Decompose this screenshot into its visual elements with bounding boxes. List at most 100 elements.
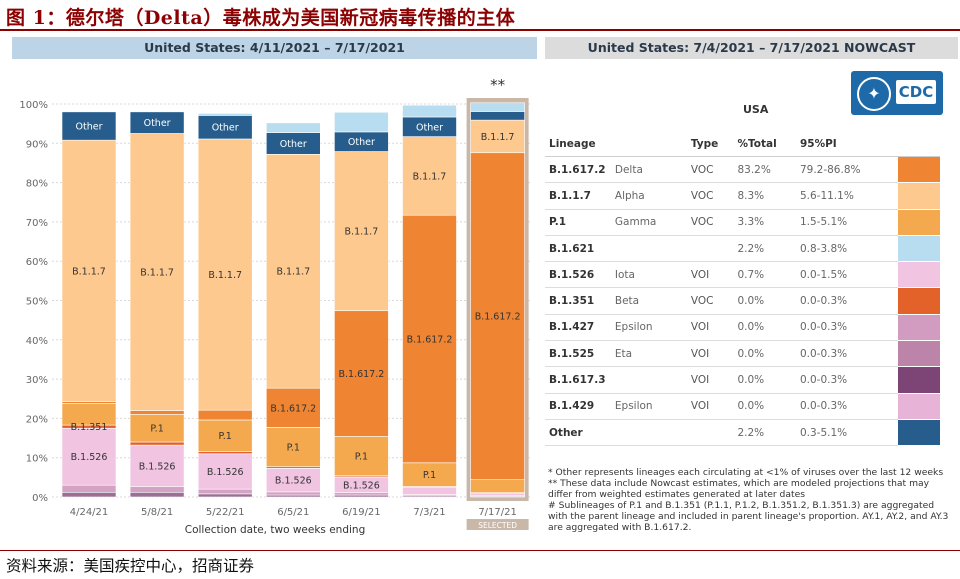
footnotes: * Other represents lineages each circula… — [548, 467, 956, 533]
lineage-cell: B.1.617.3 — [545, 366, 615, 394]
bar-segment — [470, 479, 525, 493]
x-tick-label: 5/22/21 — [206, 507, 245, 518]
interval-cell: 0.0-0.3% — [795, 393, 898, 420]
color-swatch — [897, 314, 940, 342]
segment-label: Other — [416, 122, 443, 133]
table-row: B.1.525 Eta VOI 0.0% 0.0-0.3% — [545, 340, 940, 368]
selected-tag — [466, 519, 529, 530]
total-cell: 0.0% — [733, 314, 796, 342]
y-axis-ticks: 0% 10% 20% 30% 40% 50% 60% 70% 80% 90% 100% — [19, 100, 48, 504]
bar-segment — [402, 486, 457, 495]
table-row: B.1.621 2.2% 0.8-3.8% — [545, 235, 940, 263]
region-label: USA — [743, 103, 769, 116]
interval-cell: 79.2-86.8% — [795, 156, 898, 184]
y-tick-label: 20% — [26, 414, 48, 425]
type-cell: VOC — [686, 182, 734, 210]
interval-cell: 0.0-0.3% — [795, 340, 898, 368]
color-swatch — [897, 340, 940, 368]
total-cell: 8.3% — [733, 182, 796, 210]
segment-label: B.1.1.7 — [481, 132, 515, 143]
bar-segment — [197, 488, 253, 495]
bar-segment — [470, 102, 525, 112]
table-header-row: Lineage Type %Total 95%PI — [545, 131, 940, 157]
total-cell: 2.2% — [733, 419, 796, 447]
bar-segment — [61, 111, 117, 141]
bar-segment — [470, 111, 525, 121]
bar-segment — [129, 441, 185, 446]
variant-name-cell — [614, 366, 687, 394]
table-row: B.1.1.7 Alpha VOC 8.3% 5.6-11.1% — [545, 182, 940, 210]
segment-label: Other — [144, 118, 171, 129]
variant-name-cell: Delta — [614, 156, 687, 184]
y-tick-label: 40% — [26, 336, 48, 347]
table-row: B.1.427 Epsilon VOI 0.0% 0.0-0.3% — [545, 314, 940, 342]
table-row: B.1.351 Beta VOC 0.0% 0.0-0.3% — [545, 287, 940, 315]
segment-label: B.1.1.7 — [72, 266, 106, 277]
segment-label: P.1 — [150, 424, 163, 435]
y-tick-label: 80% — [26, 179, 48, 190]
type-cell: VOI — [686, 366, 734, 394]
interval-cell: 1.5-5.1% — [795, 209, 898, 236]
bar-segment — [129, 444, 185, 487]
color-swatch — [897, 182, 940, 210]
bar-segment — [129, 133, 185, 411]
segment-label: B.1.617.2 — [475, 312, 521, 323]
header-type: Type — [686, 131, 734, 157]
interval-cell: 0.0-0.3% — [795, 366, 898, 394]
bar-segment — [402, 136, 457, 216]
interval-cell: 0.0-0.3% — [795, 287, 898, 315]
lineage-cell: B.1.621 — [545, 235, 615, 263]
variant-name-cell — [614, 419, 687, 447]
type-cell: VOI — [686, 261, 734, 289]
figure-title: 图 1：德尔塔（Delta）毒株成为美国新冠病毒传播的主体 — [6, 7, 516, 29]
lineage-cell: B.1.429 — [545, 393, 615, 420]
bar-segment — [402, 214, 457, 464]
table-row: Other 2.2% 0.3-5.1% — [545, 419, 940, 447]
segment-label: Other — [348, 137, 375, 148]
x-tick-label: 4/24/21 — [70, 507, 109, 518]
y-tick-label: 0% — [32, 493, 48, 504]
bar-segment — [402, 104, 457, 118]
table-row: B.1.617.3 VOI 0.0% 0.0-0.3% — [545, 366, 940, 394]
header-lineage: Lineage — [545, 131, 687, 157]
segment-label: B.1.1.7 — [208, 270, 242, 281]
segment-label: Other — [212, 123, 239, 134]
segment-label: B.1.1.7 — [140, 268, 174, 279]
bar-segment — [334, 111, 389, 133]
variant-name-cell: Gamma — [614, 209, 687, 236]
bar-segment — [129, 414, 185, 443]
bar-segment — [334, 310, 389, 437]
total-cell: 0.7% — [733, 261, 796, 289]
left-panel-header: United States: 4/11/2021 – 7/17/2021 — [12, 37, 537, 59]
lineage-cell: B.1.351 — [545, 287, 615, 315]
x-axis-title: Collection date, two weeks ending — [185, 524, 366, 536]
segment-label: Other — [76, 122, 103, 133]
bar-segment — [197, 409, 253, 421]
type-cell: VOC — [686, 156, 734, 184]
type-cell — [686, 419, 734, 447]
x-tick-label: 6/19/21 — [342, 507, 381, 518]
footnote: * Other represents lineages each circula… — [548, 467, 944, 478]
footnote: ** These data include Nowcast estimates,… — [548, 478, 930, 500]
color-swatch — [897, 235, 940, 263]
interval-cell: 0.3-5.1% — [795, 419, 898, 447]
bar-segment — [265, 427, 321, 468]
color-swatch — [897, 287, 940, 315]
bar-segment — [470, 119, 525, 154]
color-swatch — [897, 393, 940, 420]
total-cell: 0.0% — [733, 340, 796, 368]
bar-segment — [265, 491, 321, 496]
source-rule — [0, 550, 960, 551]
bar-segment — [265, 122, 321, 133]
segment-label: P.1 — [423, 470, 436, 481]
segment-label: B.1.1.7 — [345, 227, 379, 238]
color-swatch — [897, 419, 940, 447]
cdc-logo: ✦ CDC — [851, 71, 943, 115]
hhs-eagle-icon: ✦ — [857, 77, 891, 111]
bar-segment — [334, 151, 389, 312]
bar-segment — [197, 493, 253, 498]
source-note: 资料来源：美国疾控中心，招商证券 — [6, 557, 255, 575]
variant-name-cell: Alpha — [614, 182, 687, 210]
cdc-logo-text: CDC — [896, 80, 936, 104]
total-cell: 0.0% — [733, 393, 796, 420]
